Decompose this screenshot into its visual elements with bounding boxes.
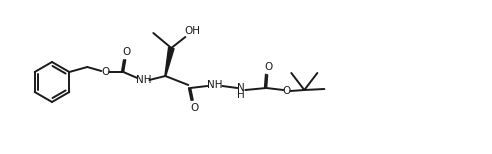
Text: O: O xyxy=(190,103,198,113)
Text: NH: NH xyxy=(207,80,222,90)
Text: O: O xyxy=(101,67,109,77)
Text: O: O xyxy=(282,86,290,96)
Text: OH: OH xyxy=(184,26,200,36)
Text: NH: NH xyxy=(136,75,151,85)
Text: N: N xyxy=(238,83,245,93)
Polygon shape xyxy=(165,47,174,76)
Text: H: H xyxy=(238,90,245,100)
Text: O: O xyxy=(122,47,130,57)
Text: O: O xyxy=(264,62,273,72)
